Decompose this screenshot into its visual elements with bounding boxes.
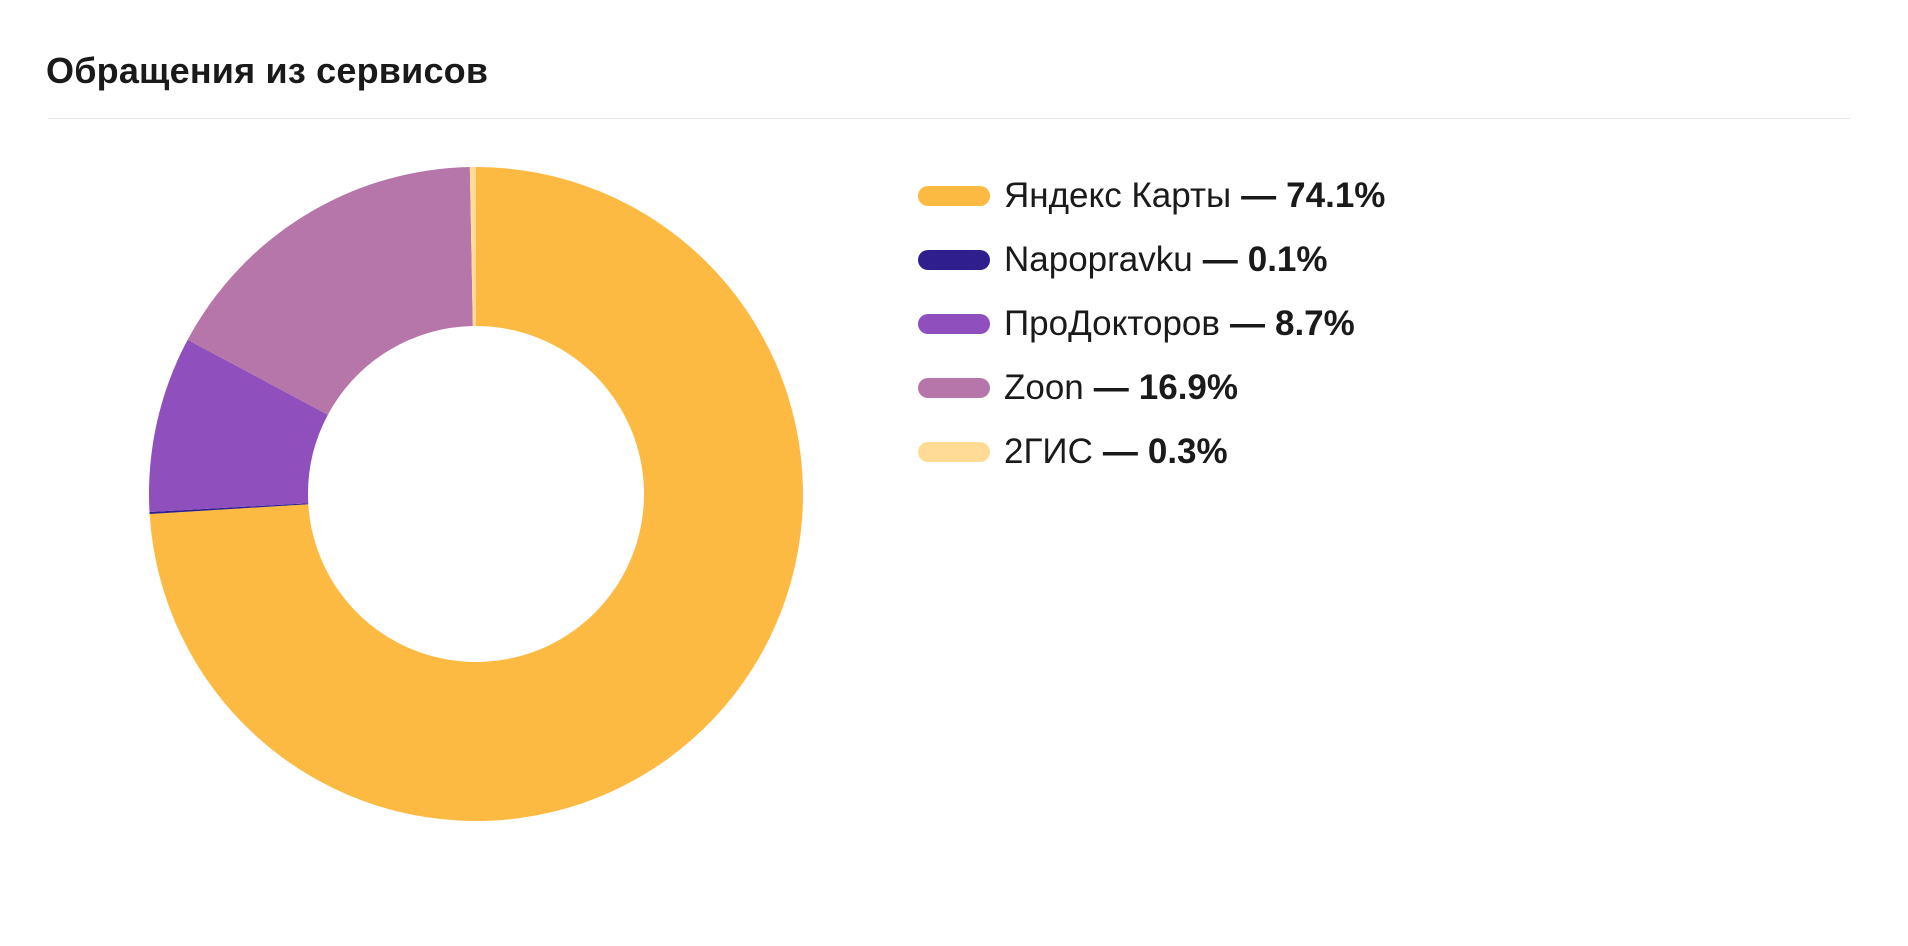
donut-slice-1[interactable]: [149, 503, 309, 514]
legend-value: 8.7%: [1274, 304, 1355, 343]
legend-label: Яндекс Карты: [1004, 176, 1232, 215]
legend-swatch: [918, 250, 990, 270]
legend-label: Zoon: [1004, 368, 1084, 407]
legend-item[interactable]: Zoon —16.9%: [918, 356, 1818, 420]
legend-separator: —: [1102, 432, 1138, 471]
legend-separator: —: [1241, 176, 1277, 215]
legend-value: 0.3%: [1147, 432, 1228, 471]
legend-separator: —: [1093, 368, 1129, 407]
legend-item[interactable]: ПроДокторов —8.7%: [918, 292, 1818, 356]
legend-separator: —: [1202, 240, 1238, 279]
legend-label: Napopravku: [1004, 240, 1193, 279]
legend-item[interactable]: 2ГИС —0.3%: [918, 420, 1818, 484]
legend-swatch: [918, 186, 990, 206]
legend-separator: —: [1229, 304, 1265, 343]
donut-slice-2[interactable]: [149, 339, 328, 512]
legend-value: 16.9%: [1138, 368, 1239, 407]
legend-value: 0.1%: [1247, 240, 1328, 279]
title-divider: [48, 118, 1850, 119]
legend-value: 74.1%: [1286, 176, 1386, 215]
chart-title: Обращения из сервисов: [46, 50, 489, 91]
donut-slices: [149, 167, 803, 821]
legend-item[interactable]: Napopravku —0.1%: [918, 228, 1818, 292]
chart-legend: Яндекс Карты —74.1% Napopravku —0.1% ПроДокт…: [918, 164, 1818, 484]
legend-swatch: [918, 442, 990, 462]
legend-swatch: [918, 378, 990, 398]
legend-swatch: [918, 314, 990, 334]
donut-slice-3[interactable]: [187, 167, 473, 415]
legend-label: ПроДокторов: [1004, 304, 1220, 343]
legend-item[interactable]: Яндекс Карты —74.1%: [918, 164, 1818, 228]
donut-chart: [149, 167, 803, 821]
legend-label: 2ГИС: [1004, 432, 1093, 471]
donut-slice-0[interactable]: [149, 167, 803, 821]
donut-slice-4[interactable]: [469, 167, 476, 327]
